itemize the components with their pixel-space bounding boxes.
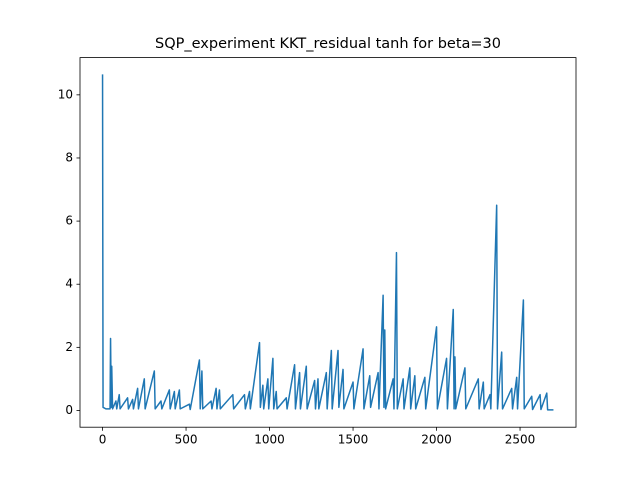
y-tick-label: 4 [65, 277, 73, 291]
x-tick-label: 2500 [505, 433, 536, 447]
y-tick-label: 0 [65, 403, 73, 417]
y-tick-label: 6 [65, 214, 73, 228]
plot-frame [79, 57, 577, 428]
y-tick-label: 10 [58, 87, 73, 101]
x-tick-label: 1500 [338, 433, 369, 447]
x-tick-label: 2000 [421, 433, 452, 447]
x-tick-label: 500 [175, 433, 198, 447]
chart-title: SQP_experiment KKT_residual tanh for bet… [155, 36, 501, 52]
y-tick-label: 8 [65, 150, 73, 164]
x-tick-label: 1000 [254, 433, 285, 447]
x-tick-label: 0 [99, 433, 107, 447]
y-tick-label: 2 [65, 340, 73, 354]
data-line [101, 74, 554, 411]
